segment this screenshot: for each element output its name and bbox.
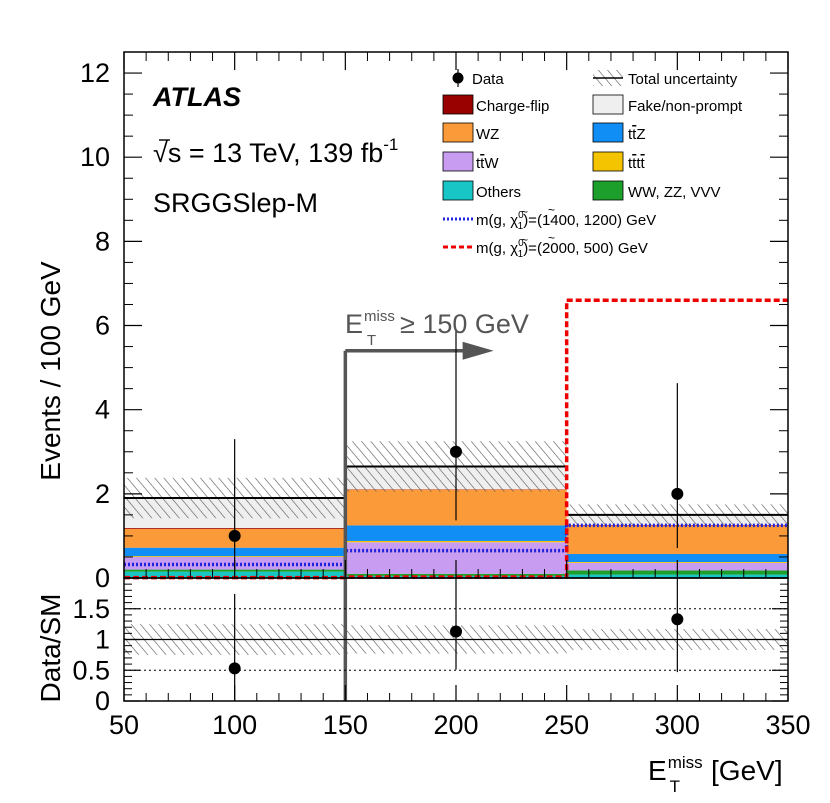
data-point-3 [671, 487, 684, 500]
x-tick-label-350: 350 [765, 710, 810, 740]
legend-others: Others [442, 180, 521, 201]
y-tick-label-12: 12 [80, 58, 110, 88]
svg-text:ttW: ttW [476, 155, 499, 172]
main-plot: 0 2 4 6 8 10 12 [80, 51, 789, 701]
x-tick-label-50: 50 [109, 710, 139, 740]
legend-signal-2: m(g, χ0 1)=(2000, 500) GeV ~ ~ [443, 231, 648, 260]
y-tick-label-0: 0 [95, 563, 110, 593]
data-point-1 [228, 529, 241, 542]
legend-wz: WZ [442, 122, 499, 143]
bar-ttz-bin2 [345, 525, 567, 541]
svg-text:Fake/non-prompt: Fake/non-prompt [628, 98, 743, 115]
ratio-plot: 00.511.5 50 100 150 200 250 300 350 [72, 577, 811, 740]
svg-text:WW, ZZ, VVV: WW, ZZ, VVV [628, 184, 721, 201]
bar-tttt-bin2 [345, 540, 567, 543]
y-tick-label-6: 6 [95, 311, 110, 341]
legend-data: Data [452, 69, 504, 88]
legend-tttt: tttt [592, 151, 646, 172]
y-tick-label-2: 2 [95, 479, 110, 509]
ratio-tick-label-1.5: 1.5 [72, 594, 110, 624]
cut-label: Emiss T≥ 150 GeV [345, 308, 529, 349]
ratio-axis-title: Data/SM [35, 594, 66, 703]
experiment-label: ATLAS [152, 82, 241, 112]
x-tick-label-100: 100 [212, 710, 257, 740]
y-tick-label-10: 10 [80, 142, 110, 172]
energy-label: √s = 13 TeV, 139 fb-1 [153, 135, 398, 168]
cut-annotation: Emiss T≥ 150 GeV [345, 308, 529, 349]
svg-text:WZ: WZ [476, 126, 499, 143]
ratio-point-2 [450, 625, 462, 638]
data-point-2 [450, 445, 462, 458]
tilde-mark: ~ [548, 203, 555, 217]
x-tick-label-150: 150 [323, 710, 368, 740]
legend-ttz: ttZ [592, 122, 646, 143]
x-tick-label-250: 250 [544, 710, 589, 740]
svg-text:Data: Data [472, 71, 504, 88]
ratio-tick-label-0: 0 [95, 686, 110, 716]
legend-ttw: ttW [442, 151, 499, 172]
cut-arrow-head [462, 341, 494, 360]
legend: Data Total uncertainty Charge-flip Fake/… [442, 69, 743, 260]
y-tick-label-4: 4 [95, 395, 110, 425]
svg-text:Total uncertainty: Total uncertainty [628, 71, 738, 88]
x-axis-title: Emiss T[GeV] [648, 753, 783, 796]
svg-text:m(g, χ01)=(2000, 500) GeV: m(g, χ0 1)=(2000, 500) GeV [476, 238, 648, 260]
ratio-point-3 [671, 613, 684, 626]
legend-vv: WW, ZZ, VVV [592, 180, 721, 201]
ratio-point-1 [228, 662, 241, 675]
tilde-mark: ~ [521, 205, 528, 219]
ratio-tick-label-1: 1 [95, 625, 110, 655]
legend-fake: Fake/non-prompt [592, 94, 743, 115]
svg-text:m(g, χ01)=(1400, 1200) GeV: m(g, χ0 1)=(1400, 1200) GeV [476, 210, 656, 232]
y-tick-label-8: 8 [95, 226, 110, 256]
legend-signal-1: m(g, χ0 1)=(1400, 1200) GeV ~ ~ [443, 203, 656, 232]
svg-text:ttZ: ttZ [628, 126, 646, 143]
tilde-mark: ~ [548, 231, 555, 245]
legend-total-uncertainty: Total uncertainty [593, 70, 738, 88]
x-tick-label-200: 200 [433, 710, 478, 740]
legend-charge-flip: Charge-flip [442, 94, 549, 115]
y-axis-title: Events / 100 GeV [35, 261, 66, 481]
svg-text:tttt: tttt [628, 155, 646, 172]
ratio-tick-label-0.5: 0.5 [72, 655, 110, 685]
bar-ttz-bin3 [566, 554, 788, 563]
tilde-mark: ~ [521, 233, 528, 247]
region-label: SRGGSlep-M [153, 188, 318, 218]
signal-line-1 [124, 523, 788, 567]
x-tick-label-300: 300 [655, 710, 700, 740]
svg-text:Others: Others [476, 184, 521, 201]
svg-text:Charge-flip: Charge-flip [476, 98, 549, 115]
